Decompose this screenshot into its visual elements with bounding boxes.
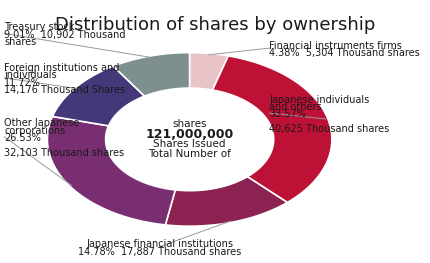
Text: 121,000,000: 121,000,000 (145, 128, 233, 141)
Polygon shape (212, 56, 331, 203)
Polygon shape (113, 53, 189, 96)
Text: 11.72%: 11.72% (4, 78, 41, 88)
Text: shares: shares (4, 37, 37, 47)
Text: Other Japanese: Other Japanese (4, 118, 80, 128)
Text: 32,103 Thousand shares: 32,103 Thousand shares (4, 148, 124, 158)
Text: shares: shares (172, 119, 206, 129)
Polygon shape (189, 53, 228, 90)
Text: 33.57%: 33.57% (269, 109, 306, 119)
Text: Japanese financial institutions: Japanese financial institutions (86, 239, 233, 249)
Text: 26.53%: 26.53% (4, 133, 41, 143)
Text: Distribution of shares by ownership: Distribution of shares by ownership (55, 16, 375, 34)
Text: 14.78%  17,887 Thousand shares: 14.78% 17,887 Thousand shares (78, 247, 240, 257)
Text: individuals: individuals (4, 70, 57, 80)
Text: 14,176 Thousand Shares: 14,176 Thousand Shares (4, 85, 125, 95)
Text: 9.01%  10,902 Thousand: 9.01% 10,902 Thousand (4, 30, 126, 40)
Text: Financial instruments firms: Financial instruments firms (269, 41, 401, 51)
Text: Foreign institutions and: Foreign institutions and (4, 63, 120, 73)
Text: Shares Issued: Shares Issued (153, 139, 225, 149)
Polygon shape (165, 177, 287, 226)
Text: and others: and others (269, 102, 321, 112)
Polygon shape (47, 117, 175, 225)
Text: Total Number of: Total Number of (148, 149, 230, 159)
Text: 4.38%  5,304 Thousand shares: 4.38% 5,304 Thousand shares (269, 48, 419, 58)
Text: 40,625 Thousand shares: 40,625 Thousand shares (269, 124, 389, 134)
Text: Japanese individuals: Japanese individuals (269, 95, 369, 105)
Text: corporations: corporations (4, 126, 65, 136)
Polygon shape (52, 66, 144, 126)
Text: Treasury stock: Treasury stock (4, 22, 74, 32)
